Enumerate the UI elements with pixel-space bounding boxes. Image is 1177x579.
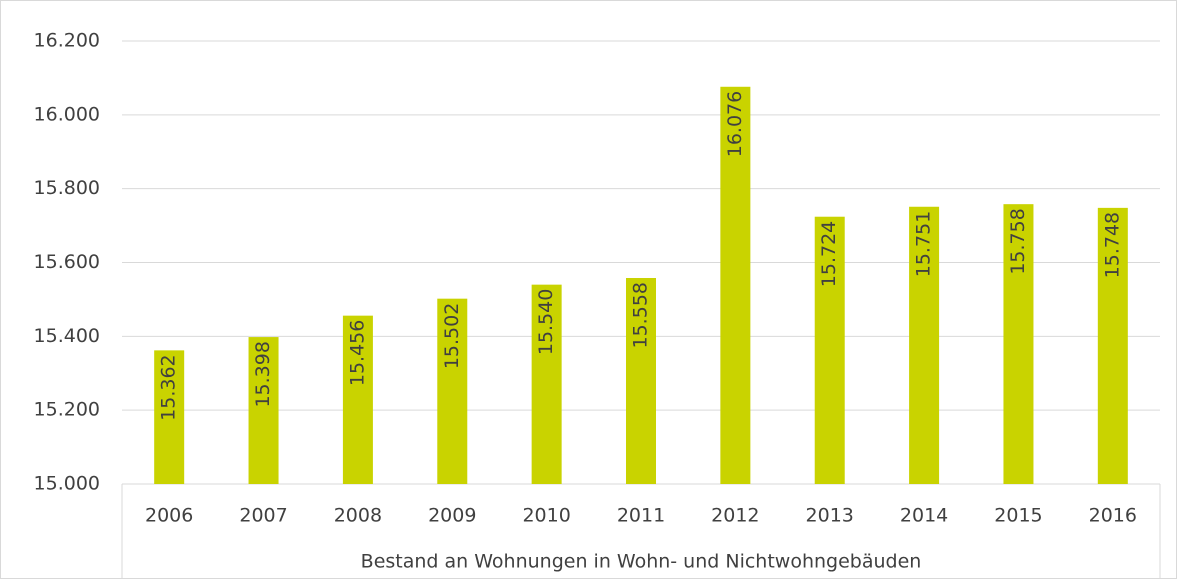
- bar: [248, 337, 279, 484]
- data-label: 15.558: [630, 282, 652, 348]
- data-label: 15.724: [818, 221, 840, 287]
- bar: [1003, 204, 1034, 484]
- data-label: 16.076: [724, 91, 746, 157]
- y-tick-label: 15.600: [34, 251, 100, 273]
- bar: [154, 350, 185, 484]
- x-tick-label: 2011: [617, 505, 665, 527]
- bar: [720, 86, 751, 484]
- bar: [531, 284, 562, 484]
- x-tick-label: 2016: [1089, 505, 1137, 527]
- bar: [814, 216, 845, 484]
- data-label: 15.362: [158, 354, 180, 420]
- y-tick-label: 16.200: [34, 30, 100, 52]
- data-label: 15.758: [1007, 208, 1029, 274]
- y-tick-label: 15.200: [34, 399, 100, 421]
- x-tick-label: 2013: [806, 505, 854, 527]
- data-label: 15.398: [252, 341, 274, 407]
- y-tick-label: 16.000: [34, 103, 100, 125]
- y-tick-label: 15.400: [34, 325, 100, 347]
- x-tick-label: 2006: [145, 505, 193, 527]
- x-axis-label: Bestand an Wohnungen in Wohn- und Nichtw…: [361, 551, 922, 573]
- bar: [342, 315, 373, 484]
- x-tick-label: 2015: [994, 505, 1042, 527]
- data-label: 15.748: [1101, 212, 1123, 278]
- x-tick-label: 2012: [711, 505, 759, 527]
- bar: [1097, 207, 1128, 484]
- bar: [909, 206, 940, 484]
- data-label: 15.751: [913, 211, 935, 277]
- x-tick-label: 2014: [900, 505, 948, 527]
- x-tick-label: 2010: [522, 505, 570, 527]
- data-label: 15.540: [535, 289, 557, 355]
- bar: [626, 278, 656, 484]
- data-label: 15.502: [441, 303, 463, 369]
- x-tick-label: 2008: [334, 505, 382, 527]
- x-tick-label: 2007: [239, 505, 287, 527]
- y-tick-label: 15.000: [34, 473, 100, 495]
- bar: [437, 298, 468, 484]
- data-label: 15.456: [346, 320, 368, 386]
- y-tick-label: 15.800: [34, 177, 100, 199]
- x-tick-label: 2009: [428, 505, 476, 527]
